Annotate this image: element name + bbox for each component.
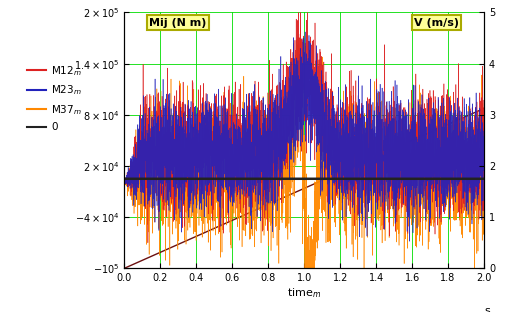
Text: V (m/s): V (m/s) — [414, 17, 459, 27]
Legend: M12$_m$, M23$_m$, M37$_m$, 0: M12$_m$, M23$_m$, M37$_m$, 0 — [27, 64, 82, 132]
X-axis label: time$_m$: time$_m$ — [287, 286, 321, 300]
Text: Mij (N m): Mij (N m) — [150, 17, 207, 27]
Text: s: s — [484, 306, 490, 312]
